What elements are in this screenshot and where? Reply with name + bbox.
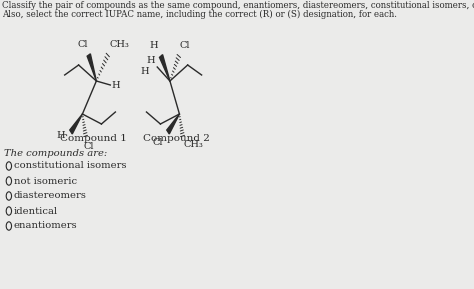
Polygon shape <box>159 55 170 81</box>
Text: The compounds are:: The compounds are: <box>4 149 107 158</box>
Text: Cl: Cl <box>84 142 94 151</box>
Text: CH₃: CH₃ <box>183 140 203 149</box>
Text: Compound 2: Compound 2 <box>143 134 210 143</box>
Text: Classify the pair of compounds as the same compound, enantiomers, diastereomers,: Classify the pair of compounds as the sa… <box>2 1 474 10</box>
Text: H: H <box>56 131 64 140</box>
Text: H: H <box>146 56 155 65</box>
Text: H: H <box>111 81 120 90</box>
Text: constitutional isomers: constitutional isomers <box>14 162 127 171</box>
Text: H: H <box>140 66 149 75</box>
Text: enantiomers: enantiomers <box>14 221 78 231</box>
Polygon shape <box>87 54 96 81</box>
Text: Cl: Cl <box>153 138 163 147</box>
Text: Also, select the correct IUPAC name, including the correct (R) or (S) designatio: Also, select the correct IUPAC name, inc… <box>2 10 397 19</box>
Text: CH₃: CH₃ <box>109 40 129 49</box>
Text: Cl: Cl <box>180 41 190 50</box>
Text: Cl: Cl <box>77 40 88 49</box>
Text: H: H <box>150 41 158 50</box>
Polygon shape <box>167 114 180 134</box>
Polygon shape <box>70 114 82 134</box>
Text: identical: identical <box>14 207 58 216</box>
Text: not isomeric: not isomeric <box>14 177 77 186</box>
Text: diastereomers: diastereomers <box>14 192 87 201</box>
Text: Compound 1: Compound 1 <box>60 134 128 143</box>
